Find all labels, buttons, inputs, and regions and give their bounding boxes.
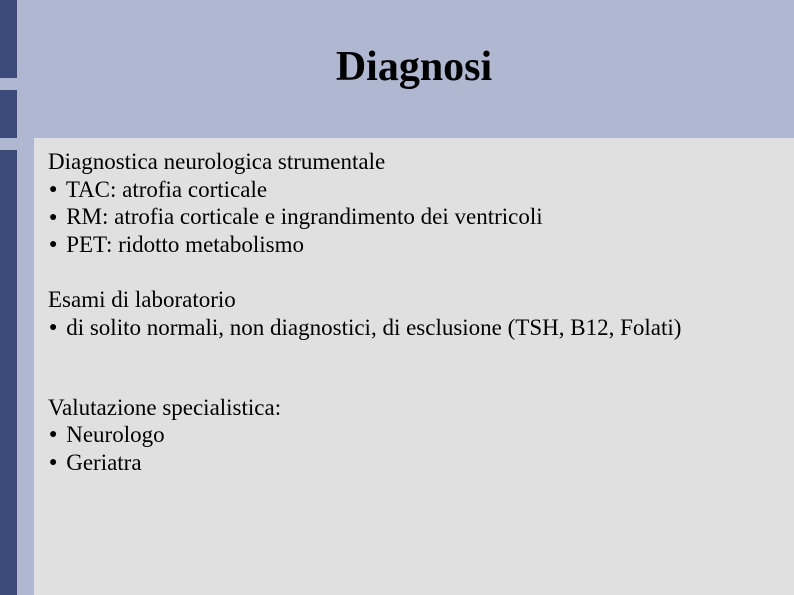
bullet-text: TAC: atrofia corticale xyxy=(66,177,267,202)
bullet-text: Neurologo xyxy=(66,422,164,447)
section-2: Esami di laboratorio ● di solito normali… xyxy=(48,286,780,341)
sidebar-accent-1 xyxy=(0,0,17,78)
section-1: Diagnostica neurologica strumentale ● TA… xyxy=(48,148,780,258)
bullet-text: PET: ridotto metabolismo xyxy=(66,232,304,257)
section-3-bullet-2: ● Geriatra xyxy=(48,449,780,477)
slide: Diagnosi Diagnostica neurologica strumen… xyxy=(0,0,794,595)
bullet-icon: ● xyxy=(49,210,57,227)
section-3-bullet-1: ● Neurologo xyxy=(48,421,780,449)
section-1-bullet-1: ● TAC: atrofia corticale xyxy=(48,176,780,204)
bullet-text: di solito normali, non diagnostici, di e… xyxy=(66,315,681,340)
sidebar-accent-2 xyxy=(0,90,17,138)
section-1-bullet-2: ● RM: atrofia corticale e ingrandimento … xyxy=(48,203,780,231)
section-1-heading: Diagnostica neurologica strumentale xyxy=(48,148,780,176)
section-2-bullet-1: ● di solito normali, non diagnostici, di… xyxy=(48,314,780,342)
title-band: Diagnosi xyxy=(34,0,794,138)
bullet-icon: ● xyxy=(49,237,57,254)
content-area: Diagnostica neurologica strumentale ● TA… xyxy=(34,138,794,595)
bullet-icon: ● xyxy=(49,427,57,444)
bullet-icon: ● xyxy=(49,320,57,337)
bullet-text: Geriatra xyxy=(66,450,141,475)
section-3-heading: Valutazione specialistica: xyxy=(48,394,780,422)
bullet-text: RM: atrofia corticale e ingrandimento de… xyxy=(66,204,542,229)
slide-title: Diagnosi xyxy=(336,43,492,91)
sidebar xyxy=(0,0,34,595)
section-3: Valutazione specialistica: ● Neurologo ●… xyxy=(48,394,780,477)
section-2-heading: Esami di laboratorio xyxy=(48,286,780,314)
bullet-icon: ● xyxy=(49,182,57,199)
section-1-bullet-3: ● PET: ridotto metabolismo xyxy=(48,231,780,259)
bullet-icon: ● xyxy=(49,455,57,472)
sidebar-accent-3 xyxy=(0,150,17,595)
